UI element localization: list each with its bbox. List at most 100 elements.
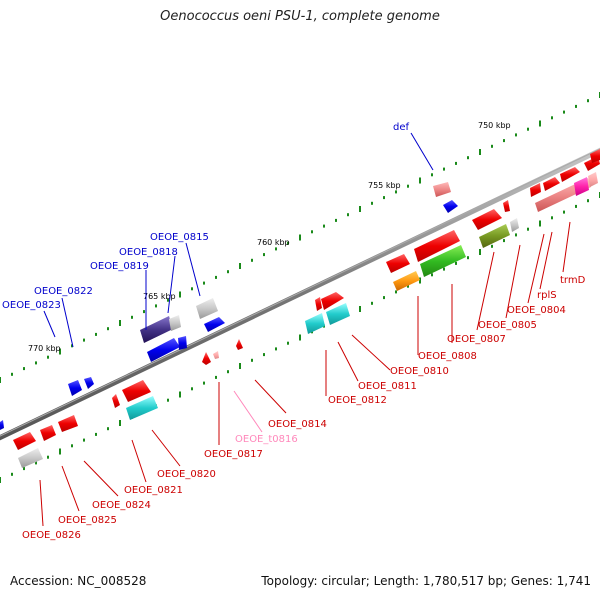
inner-scale-tick xyxy=(419,277,421,284)
gene-oeoe-0826 xyxy=(18,448,43,468)
outer-scale-tick xyxy=(263,253,265,257)
gene-labels-blue: def OEOE_0815 OEOE_0818 OEOE_0819 OEOE_0… xyxy=(2,122,410,311)
outer-scale-tick xyxy=(539,120,541,127)
inner-scale-tick xyxy=(479,249,481,255)
gene-oeoe-0826-a xyxy=(13,432,36,450)
outer-scale-tick xyxy=(143,310,145,314)
tick-label-755: 755 kbp xyxy=(368,181,401,190)
outer-scale-tick xyxy=(47,355,49,359)
inner-scale-tick xyxy=(287,341,289,345)
tick-label-770: 770 kbp xyxy=(28,344,61,353)
label-oeoe-0820: OEOE_0820 xyxy=(157,469,216,480)
outer-scale-tick xyxy=(527,127,529,131)
gene-oeoe-0812-a xyxy=(315,297,322,311)
gene-labels-red: trmD rplS OEOE_0804 OEOE_0805 OEOE_0807 … xyxy=(22,275,586,541)
outer-scale-tick xyxy=(23,367,25,371)
outer-scale-tick xyxy=(515,133,517,137)
outer-scale-tick xyxy=(0,377,1,383)
outer-scale-tick xyxy=(503,139,505,143)
tick-label-760: 760 kbp xyxy=(257,238,290,247)
leader-lines-pink xyxy=(233,390,263,433)
gene-oeoe-0805-b xyxy=(503,200,510,212)
outer-scale-tick xyxy=(167,298,169,302)
outer-scale-tick xyxy=(83,338,85,342)
outer-scale-tick xyxy=(275,247,277,251)
gene-oeoe-0811 xyxy=(326,303,350,325)
label-oeoe-0805: OEOE_0805 xyxy=(478,320,537,331)
inner-scale-tick xyxy=(215,375,217,379)
outer-scale-tick xyxy=(383,196,385,200)
outer-scale-tick xyxy=(311,230,313,234)
outer-scale-tick xyxy=(299,234,301,241)
outer-scale-tick xyxy=(395,190,397,194)
inner-scale-tick xyxy=(563,210,565,214)
gene-oeoe-0824-a xyxy=(58,415,78,432)
gene-trmD-block xyxy=(530,149,600,197)
inner-scale-tick xyxy=(167,398,169,402)
outer-scale-tick xyxy=(371,201,373,205)
gene-trmD xyxy=(574,177,589,196)
outer-scale-tick xyxy=(491,144,493,148)
inner-scale-tick xyxy=(587,199,589,203)
label-oeoe-0808: OEOE_0808 xyxy=(418,351,477,362)
reverse-features xyxy=(13,339,243,468)
gene-oeoe-0820 xyxy=(126,396,158,420)
label-oeoe-0819: OEOE_0819 xyxy=(90,261,149,272)
genome-backbone xyxy=(0,147,600,441)
label-oeoe-0815: OEOE_0815 xyxy=(150,232,209,243)
gene-oeoe-0820-a xyxy=(112,394,120,408)
outer-scale-tick xyxy=(323,224,325,228)
gene-def-block xyxy=(433,182,451,197)
outer-scale-tick xyxy=(407,184,409,188)
label-oeoe-0821: OEOE_0821 xyxy=(124,485,183,496)
inner-scale-tick xyxy=(35,461,37,465)
gene-oeoe-0812 xyxy=(305,313,325,334)
inner-scale-tick xyxy=(0,477,1,483)
label-oeoe-0818: OEOE_0818 xyxy=(119,247,178,258)
gene-small-pink xyxy=(588,172,598,187)
label-oeoe-t0816: OEOE_t0816 xyxy=(235,434,298,445)
inner-scale-tick xyxy=(503,239,505,243)
tick-label-750: 750 kbp xyxy=(478,121,511,130)
gene-def xyxy=(443,200,458,213)
label-oeoe-0825: OEOE_0825 xyxy=(58,515,117,526)
inner-scale-tick xyxy=(455,261,457,265)
outer-scale-tick xyxy=(347,213,349,217)
inner-scale-tick xyxy=(383,296,385,300)
outer-scale-tick xyxy=(155,304,157,308)
outer-scale-tick xyxy=(119,320,121,326)
inner-scale-tick xyxy=(299,334,301,341)
gene-oeoe-0820-b xyxy=(122,380,151,402)
outer-scale-tick xyxy=(551,116,553,120)
gene-oeoe-0808-a xyxy=(414,230,460,262)
label-oeoe-0804: OEOE_0804 xyxy=(507,305,566,316)
gene-oeoe-0810-a xyxy=(386,254,410,273)
tick-label-765: 765 kbp xyxy=(143,292,176,301)
inner-scale-tick xyxy=(539,220,541,227)
label-oeoe-0814: OEOE_0814 xyxy=(268,419,327,430)
inner-scale-tick xyxy=(491,244,493,248)
label-oeoe-0812: OEOE_0812 xyxy=(328,395,387,406)
inner-scale-tick xyxy=(83,438,85,442)
label-oeoe-0810: OEOE_0810 xyxy=(390,366,449,377)
inner-scale-tick xyxy=(515,233,517,237)
inner-scale-tick xyxy=(227,370,229,374)
gene-oeoe-0810 xyxy=(393,271,420,291)
outer-scale-tick xyxy=(227,270,229,274)
outer-scale-tick xyxy=(11,372,13,376)
outer-scale-tick xyxy=(443,167,445,171)
outer-scale-tick xyxy=(179,291,181,298)
inner-scale-tick xyxy=(371,301,373,305)
inner-scale-tick xyxy=(443,267,445,271)
inner-scale-tick xyxy=(431,273,433,277)
outer-scale-tick xyxy=(467,156,469,160)
accession-text: Accession: NC_008528 xyxy=(10,574,147,588)
outer-scale-tick xyxy=(575,104,577,108)
label-oeoe-0824: OEOE_0824 xyxy=(92,500,151,511)
inner-scale-tick xyxy=(203,381,205,385)
leader-lines-blue xyxy=(43,132,434,348)
label-def: def xyxy=(393,122,410,133)
label-oeoe-0817: OEOE_0817 xyxy=(204,449,263,460)
gene-oeoe-0807 xyxy=(479,224,510,248)
